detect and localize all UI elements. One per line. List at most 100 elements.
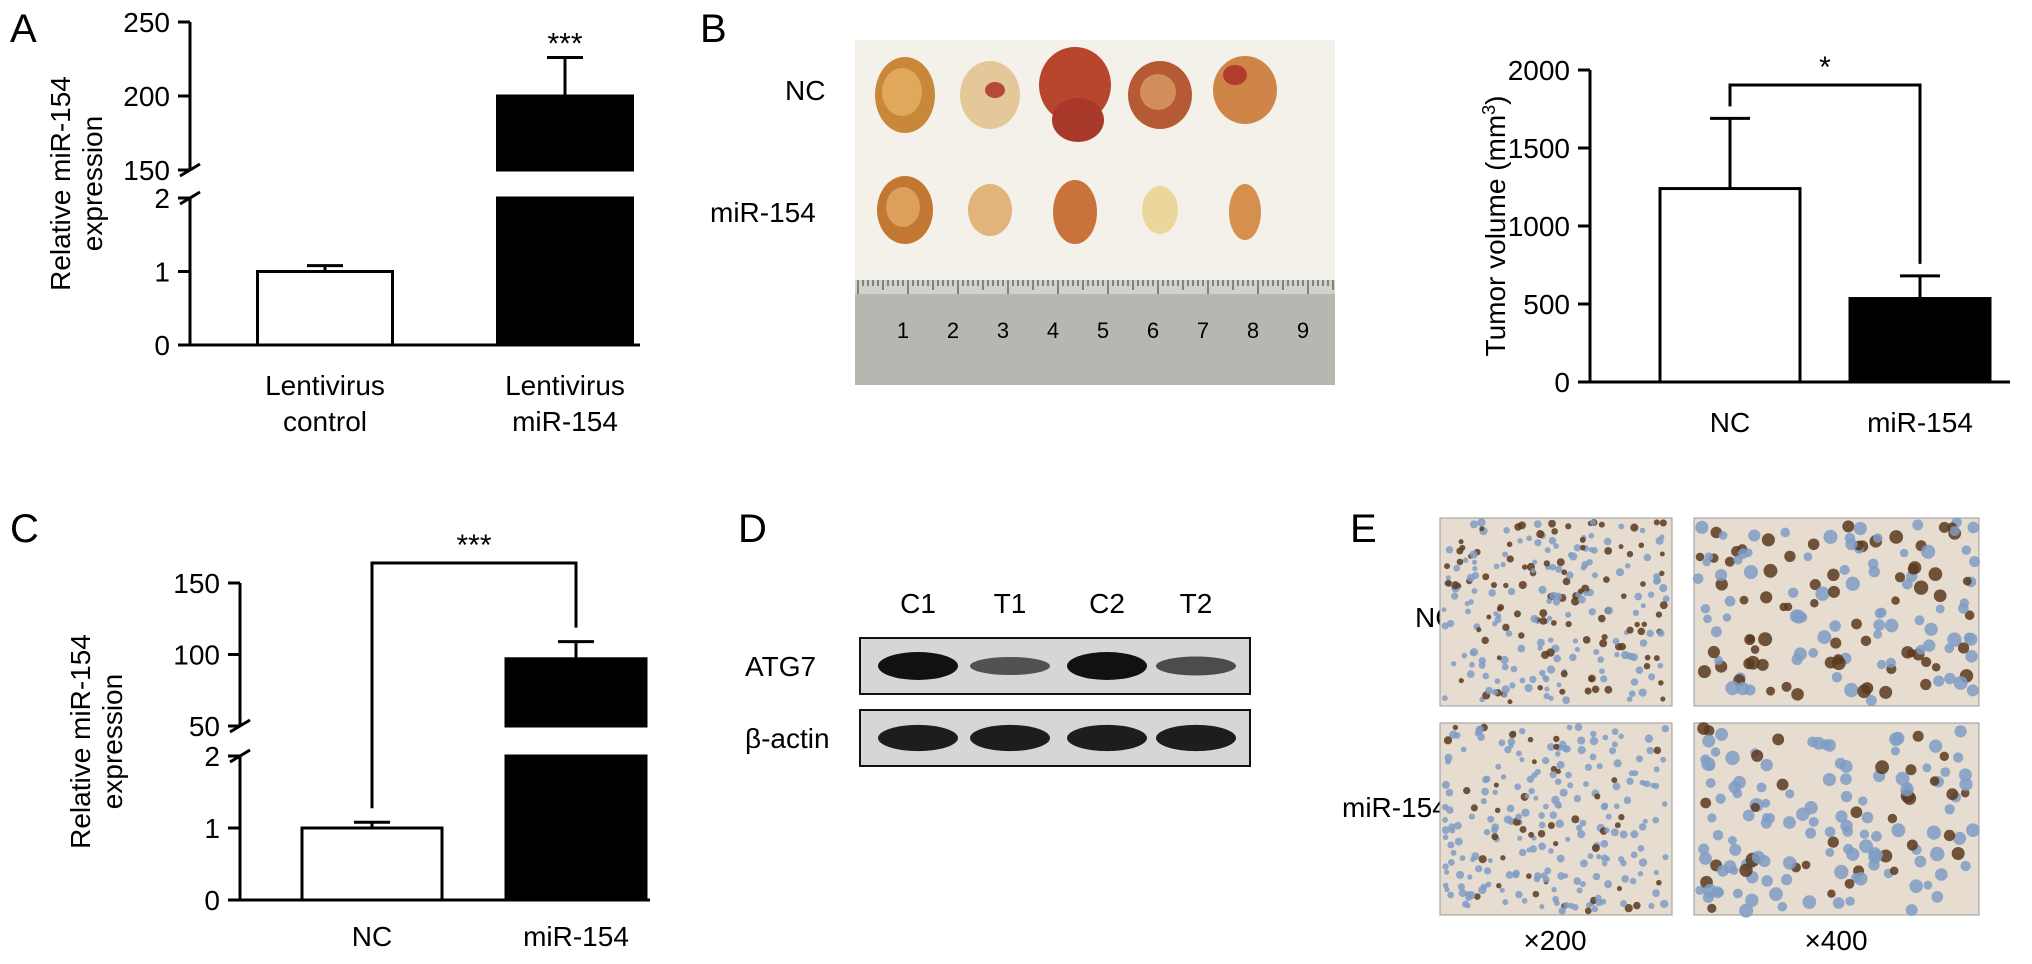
ihc-nucleus <box>1600 802 1609 811</box>
ihc-nucleus <box>1588 546 1595 553</box>
ihc-nucleus <box>1526 535 1533 542</box>
ihc-nucleus <box>1707 645 1720 659</box>
y-tick-label: 1000 <box>1508 211 1570 242</box>
ihc-nucleus <box>1953 752 1964 763</box>
ihc-nucleus <box>1450 849 1457 856</box>
ihc-nucleus <box>1700 603 1711 614</box>
ihc-nucleus <box>1584 687 1592 695</box>
ihc-nucleus <box>1611 777 1618 784</box>
ihc-nucleus <box>1556 761 1565 769</box>
ihc-nucleus <box>1704 552 1714 562</box>
ihc-nucleus <box>1588 608 1596 616</box>
ihc-nucleus <box>1528 831 1535 838</box>
ihc-nucleus <box>1556 854 1565 863</box>
ihc-nucleus <box>1620 900 1628 907</box>
ihc-nucleus <box>1519 826 1527 833</box>
ihc-nucleus <box>1509 682 1516 689</box>
ihc-nucleus <box>1655 611 1663 618</box>
ihc-nucleus <box>1640 603 1646 609</box>
ihc-nucleus <box>1853 521 1867 536</box>
ihc-nucleus <box>1538 842 1547 851</box>
panel-d-letter: D <box>738 507 767 551</box>
photo-row-label-nc: NC <box>785 75 825 106</box>
ihc-nucleus <box>1591 905 1599 913</box>
ihc-nucleus <box>1559 788 1568 797</box>
ihc-nucleus <box>1931 890 1944 903</box>
ihc-nucleus <box>1593 648 1600 656</box>
ihc-nucleus <box>1660 899 1669 909</box>
blot-band <box>1156 656 1236 676</box>
ihc-nucleus <box>1739 903 1754 918</box>
ihc-nucleus <box>1963 632 1975 644</box>
ihc-nucleus <box>1859 839 1873 854</box>
ihc-nucleus <box>1505 630 1513 637</box>
ihc-nucleus <box>1529 845 1537 853</box>
ihc-nucleus <box>1822 772 1836 787</box>
x-tick-label: control <box>283 406 367 437</box>
ihc-nucleus <box>1618 642 1627 651</box>
ihc-nucleus <box>1441 607 1447 613</box>
ihc-nucleus <box>1658 680 1664 686</box>
ihc-nucleus <box>1567 782 1574 789</box>
ihc-nucleus <box>1516 750 1522 757</box>
ihc-nucleus <box>1469 648 1479 657</box>
ihc-nucleus <box>1913 580 1929 595</box>
bar <box>256 270 394 347</box>
ihc-nucleus <box>1518 580 1527 590</box>
ihc-nucleus <box>1653 577 1660 585</box>
ihc-nucleus <box>1634 592 1643 601</box>
ihc-nucleus <box>1958 768 1972 782</box>
ihc-nucleus <box>1776 778 1789 791</box>
ihc-nucleus <box>1912 519 1924 531</box>
ihc-nucleus <box>1653 746 1662 755</box>
ihc-nucleus <box>1772 733 1785 746</box>
ihc-nucleus <box>1744 634 1756 646</box>
ihc-nucleus <box>1501 663 1509 671</box>
ihc-nucleus <box>1920 678 1932 691</box>
ihc-nucleus <box>1506 804 1515 813</box>
x-tick-label: miR-154 <box>512 406 618 437</box>
ihc-nucleus <box>1604 546 1613 555</box>
ihc-nucleus <box>1940 767 1951 778</box>
ihc-nucleus <box>1761 875 1773 887</box>
ihc-nucleus <box>1517 538 1523 544</box>
ihc-nucleus <box>1577 830 1586 839</box>
y-tick-label: 1 <box>204 813 220 844</box>
ihc-nucleus <box>1573 877 1582 885</box>
ihc-nucleus <box>1515 813 1523 821</box>
blot-lane-label: C2 <box>1089 588 1125 619</box>
ihc-nucleus <box>1452 724 1459 731</box>
ihc-nucleus <box>1603 576 1610 583</box>
ihc-nucleus <box>1500 561 1506 568</box>
ihc-nucleus <box>1546 615 1553 622</box>
ihc-nucleus <box>1626 696 1633 703</box>
ihc-nucleus <box>1501 685 1510 694</box>
ihc-nucleus <box>1491 826 1498 834</box>
ihc-nucleus <box>1531 759 1537 765</box>
ihc-nucleus <box>1519 727 1526 735</box>
y-axis-label: Tumor volume (mm3) <box>1479 96 1511 357</box>
ihc-nucleus <box>1900 782 1914 797</box>
ihc-nucleus <box>1555 565 1563 573</box>
ihc-nucleus <box>1756 782 1767 793</box>
ihc-nucleus <box>1656 879 1662 886</box>
ihc-nucleus <box>1544 686 1550 692</box>
y-tick-label: 0 <box>154 330 170 361</box>
blot-row-label: ATG7 <box>745 651 816 682</box>
ihc-nucleus <box>1441 780 1450 789</box>
ihc-nucleus <box>1899 548 1909 558</box>
ihc-nucleus <box>1630 851 1638 859</box>
ihc-nucleus <box>1616 886 1622 892</box>
ihc-nucleus <box>1482 672 1490 680</box>
y-axis-label-sup: 3 <box>1479 105 1499 115</box>
ihc-nucleus <box>1873 533 1883 543</box>
ihc-nucleus <box>1827 585 1841 598</box>
ihc-nucleus <box>1549 811 1558 819</box>
ihc-nucleus <box>1528 787 1535 795</box>
ihc-nucleus <box>1582 636 1591 644</box>
ihc-nucleus <box>1479 526 1485 532</box>
ihc-nucleus <box>1785 789 1795 799</box>
y-tick-label: 100 <box>173 640 220 671</box>
ihc-nucleus <box>1451 592 1459 600</box>
ihc-nucleus <box>1600 839 1609 848</box>
